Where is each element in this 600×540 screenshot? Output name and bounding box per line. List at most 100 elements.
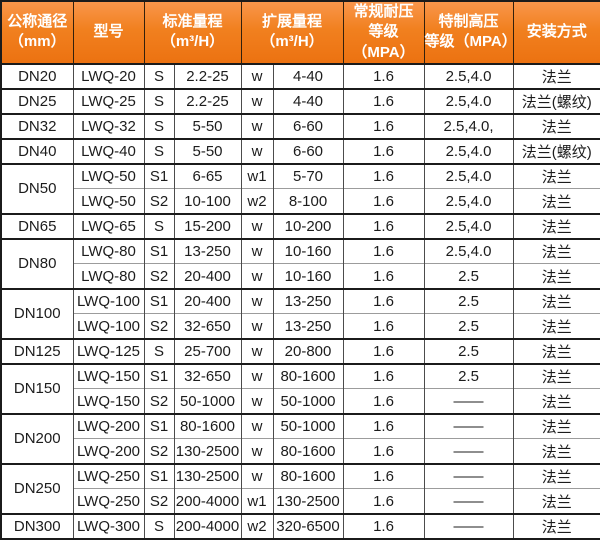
high-pressure-cell: 2.5,4.0 [424, 214, 513, 239]
std-range-code-cell: S [144, 114, 174, 139]
normal-pressure-cell: 1.6 [343, 414, 424, 439]
ext-range-cell: 130-2500 [273, 489, 343, 514]
model-cell: LWQ-200 [73, 414, 144, 439]
model-cell: LWQ-80 [73, 239, 144, 264]
high-pressure-cell: 2.5 [424, 339, 513, 364]
std-range-cell: 5-50 [174, 114, 241, 139]
mount-type-cell: 法兰 [513, 114, 600, 139]
high-pressure-cell: —— [424, 464, 513, 489]
ext-range-code-cell: w [241, 214, 273, 239]
mount-type-cell: 法兰 [513, 489, 600, 514]
model-cell: LWQ-200 [73, 439, 144, 464]
header-nominal-diameter-line1: 公称通径 [2, 12, 73, 32]
mount-type-cell: 法兰 [513, 514, 600, 539]
header-nominal-diameter-line2: （mm） [2, 32, 73, 52]
model-cell: LWQ-40 [73, 139, 144, 164]
ext-range-cell: 13-250 [273, 289, 343, 314]
ext-range-code-cell: w [241, 289, 273, 314]
std-range-cell: 200-4000 [174, 514, 241, 539]
header-normal-pressure-line1: 常规耐压 [344, 2, 424, 22]
ext-range-code-cell: w [241, 439, 273, 464]
header-mount-type-label: 安装方式 [514, 22, 600, 42]
std-range-code-cell: S2 [144, 189, 174, 214]
mount-type-cell: 法兰(螺纹) [513, 139, 600, 164]
std-range-cell: 50-1000 [174, 389, 241, 414]
normal-pressure-cell: 1.6 [343, 264, 424, 289]
std-range-code-cell: S1 [144, 164, 174, 189]
nominal-diameter-cell: DN200 [1, 414, 73, 464]
model-cell: LWQ-100 [73, 314, 144, 339]
std-range-code-cell: S [144, 89, 174, 114]
normal-pressure-cell: 1.6 [343, 64, 424, 89]
normal-pressure-cell: 1.6 [343, 389, 424, 414]
header-standard-range-line2: （m³/H） [145, 32, 241, 52]
normal-pressure-cell: 1.6 [343, 214, 424, 239]
mount-type-cell: 法兰 [513, 64, 600, 89]
std-range-code-cell: S [144, 64, 174, 89]
ext-range-code-cell: w [241, 389, 273, 414]
nominal-diameter-cell: DN25 [1, 89, 73, 114]
std-range-cell: 80-1600 [174, 414, 241, 439]
header-high-pressure-line2: 等级（MPA） [425, 32, 513, 52]
high-pressure-cell: 2.5 [424, 264, 513, 289]
std-range-cell: 15-200 [174, 214, 241, 239]
ext-range-cell: 80-1600 [273, 439, 343, 464]
ext-range-cell: 6-60 [273, 114, 343, 139]
ext-range-cell: 10-160 [273, 239, 343, 264]
high-pressure-cell: 2.5 [424, 364, 513, 389]
high-pressure-cell: 2.5,4.0 [424, 139, 513, 164]
header-standard-range: 标准量程 （m³/H） [144, 1, 241, 64]
model-cell: LWQ-80 [73, 264, 144, 289]
ext-range-code-cell: w2 [241, 189, 273, 214]
model-cell: LWQ-250 [73, 489, 144, 514]
std-range-cell: 20-400 [174, 289, 241, 314]
std-range-cell: 13-250 [174, 239, 241, 264]
header-high-pressure-line1: 特制高压 [425, 12, 513, 32]
mount-type-cell: 法兰 [513, 339, 600, 364]
ext-range-cell: 6-60 [273, 139, 343, 164]
nominal-diameter-cell: DN100 [1, 289, 73, 339]
nominal-diameter-cell: DN40 [1, 139, 73, 164]
nominal-diameter-cell: DN65 [1, 214, 73, 239]
normal-pressure-cell: 1.6 [343, 289, 424, 314]
model-cell: LWQ-250 [73, 464, 144, 489]
header-normal-pressure-line2: 等级（MPA） [344, 22, 424, 63]
ext-range-code-cell: w [241, 414, 273, 439]
mount-type-cell: 法兰 [513, 214, 600, 239]
std-range-code-cell: S [144, 139, 174, 164]
high-pressure-cell: 2.5,4.0 [424, 89, 513, 114]
normal-pressure-cell: 1.6 [343, 314, 424, 339]
std-range-code-cell: S [144, 514, 174, 539]
nominal-diameter-cell: DN250 [1, 464, 73, 514]
ext-range-cell: 80-1600 [273, 364, 343, 389]
std-range-code-cell: S2 [144, 439, 174, 464]
nominal-diameter-cell: DN50 [1, 164, 73, 214]
std-range-cell: 5-50 [174, 139, 241, 164]
ext-range-code-cell: w [241, 364, 273, 389]
nominal-diameter-cell: DN20 [1, 64, 73, 89]
high-pressure-cell: —— [424, 439, 513, 464]
ext-range-code-cell: w [241, 139, 273, 164]
header-standard-range-line1: 标准量程 [145, 12, 241, 32]
ext-range-code-cell: w [241, 264, 273, 289]
mount-type-cell: 法兰 [513, 389, 600, 414]
mount-type-cell: 法兰 [513, 189, 600, 214]
ext-range-code-cell: w [241, 339, 273, 364]
std-range-cell: 10-100 [174, 189, 241, 214]
mount-type-cell: 法兰 [513, 464, 600, 489]
ext-range-code-cell: w2 [241, 514, 273, 539]
std-range-code-cell: S1 [144, 364, 174, 389]
std-range-code-cell: S2 [144, 314, 174, 339]
std-range-code-cell: S1 [144, 464, 174, 489]
ext-range-cell: 50-1000 [273, 389, 343, 414]
